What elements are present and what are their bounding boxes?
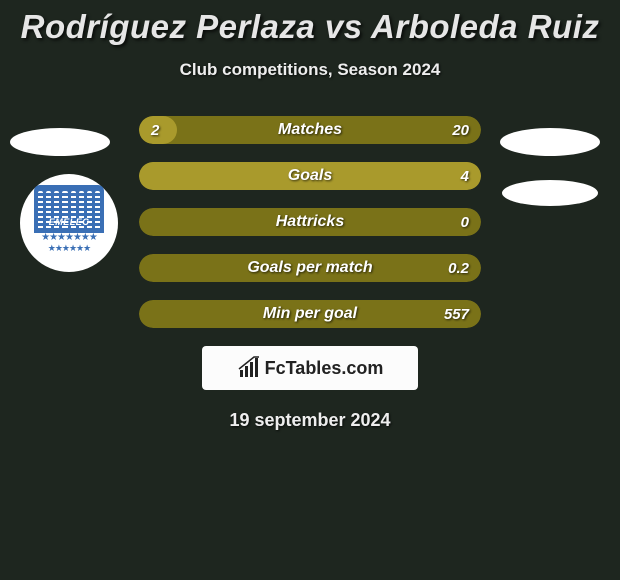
placeholder-oval xyxy=(500,128,600,156)
chart-icon xyxy=(237,356,261,380)
placeholder-oval xyxy=(502,180,598,206)
emelec-name: EMELEC xyxy=(34,217,104,227)
stat-value-right: 4 xyxy=(461,162,469,190)
emelec-logo: EMELEC ★★★★★★★★★★★★★ xyxy=(34,185,104,261)
stat-bar-right-fill xyxy=(139,300,481,328)
stat-value-left: 2 xyxy=(151,116,159,144)
stat-value-right: 0 xyxy=(461,208,469,236)
stat-bar: 0Hattricks xyxy=(139,208,481,236)
stat-bar: 0.2Goals per match xyxy=(139,254,481,282)
stat-bar: 557Min per goal xyxy=(139,300,481,328)
stat-bar: 220Matches xyxy=(139,116,481,144)
stat-bar-left-fill xyxy=(139,162,481,190)
date-text: 19 september 2024 xyxy=(0,410,620,431)
emelec-stars: ★★★★★★★★★★★★★ xyxy=(34,233,104,254)
placeholder-oval xyxy=(10,128,110,156)
stat-bar: 4Goals xyxy=(139,162,481,190)
stat-bar-right-fill xyxy=(139,208,481,236)
content-area: EMELEC ★★★★★★★★★★★★★ 220Matches4Goals0Ha… xyxy=(0,116,620,431)
stat-value-right: 20 xyxy=(452,116,469,144)
title: Rodríguez Perlaza vs Arboleda Ruiz xyxy=(0,0,620,46)
branding-text: FcTables.com xyxy=(265,358,384,379)
stat-bars: 220Matches4Goals0Hattricks0.2Goals per m… xyxy=(139,116,481,328)
stat-bar-right-fill xyxy=(139,254,481,282)
branding-box: FcTables.com xyxy=(202,346,418,390)
subtitle: Club competitions, Season 2024 xyxy=(0,60,620,80)
comparison-infographic: Rodríguez Perlaza vs Arboleda Ruiz Club … xyxy=(0,0,620,580)
stat-value-right: 0.2 xyxy=(448,254,469,282)
stat-value-right: 557 xyxy=(444,300,469,328)
club-badge: EMELEC ★★★★★★★★★★★★★ xyxy=(20,174,118,272)
stat-bar-right-fill xyxy=(139,116,481,144)
